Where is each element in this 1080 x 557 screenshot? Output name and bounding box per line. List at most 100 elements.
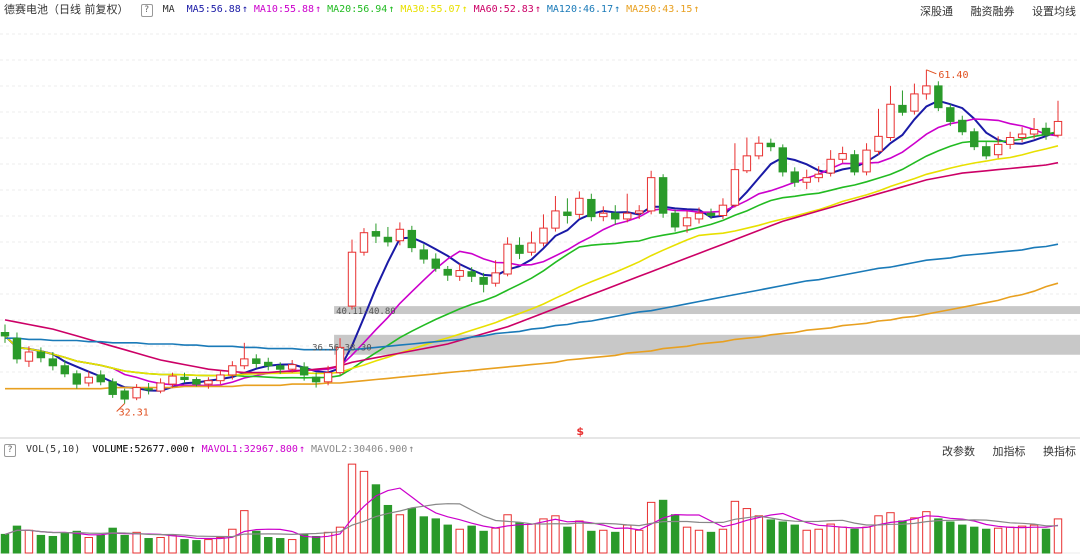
volume-bar [120, 534, 129, 554]
volume-buttons: 改参数 加指标 换指标 [928, 443, 1076, 459]
candle-body [431, 258, 440, 269]
candle-body [407, 229, 417, 249]
candle [335, 338, 345, 375]
help-icon[interactable]: ? [140, 4, 153, 17]
candle-body [515, 244, 524, 254]
candle [754, 136, 764, 160]
ma-item-6: MA250:43.15↑ [626, 1, 699, 19]
volume-bar [694, 529, 704, 554]
volume-bar [287, 539, 297, 554]
volume-bar [276, 538, 285, 554]
add-indicator-button[interactable]: 加指标 [992, 445, 1026, 458]
change-params-button[interactable]: 改参数 [942, 445, 975, 458]
candle [922, 69, 931, 100]
volume-bar [407, 508, 417, 554]
candle-body [754, 142, 764, 157]
candle [144, 382, 153, 395]
volume-bar [455, 528, 464, 554]
candle [216, 370, 225, 385]
candle-body [874, 135, 883, 152]
volume-bar [575, 520, 584, 554]
volume-bar [383, 504, 393, 554]
candle [228, 361, 237, 380]
volume-bar [539, 518, 548, 554]
volume-bar [934, 518, 943, 554]
candle [479, 272, 488, 293]
volume-items: VOLUME:52677.000↑ MAVOL1:32967.800↑ MAVOL2… [92, 441, 420, 459]
vol-item-arrow-icon: ↑ [189, 444, 196, 455]
volume-help-icon[interactable]: ? [4, 444, 16, 457]
volume-bar [36, 534, 46, 554]
candle-body [156, 382, 165, 392]
volume-bar [132, 531, 141, 554]
volume-bar [946, 521, 955, 554]
volume-bar [826, 523, 835, 554]
ma-item-arrow-icon: ↑ [241, 4, 248, 15]
candle-body [311, 376, 321, 383]
candle [108, 378, 117, 398]
event-marker: $ [576, 425, 584, 438]
ma-item-label: MA20:56.94 [327, 4, 388, 15]
grid-lines [0, 33, 1080, 554]
set-ma-button[interactable]: 设置均线 [1032, 5, 1076, 18]
candle [240, 342, 249, 370]
candle [347, 239, 357, 310]
vol-item-1: MAVOL1:32967.800↑ [202, 441, 305, 459]
ma250-line [5, 282, 1059, 390]
candle [60, 360, 70, 378]
candle [587, 193, 596, 222]
ma-items: MA5:56.88↑ MA10:55.88↑ MA20:56.94↑ MA30:55.… [187, 1, 706, 19]
candle-body [395, 228, 405, 242]
volume-bar [910, 517, 919, 554]
volume-bar [970, 526, 979, 554]
candle-body [228, 365, 237, 376]
candle [886, 85, 895, 141]
candle [311, 372, 321, 388]
gap-zone [334, 334, 1080, 355]
ma-item-arrow-icon: ↑ [388, 4, 395, 15]
candle-body [1029, 128, 1039, 135]
hk-connect-button[interactable]: 深股通 [920, 5, 953, 18]
candle-body [946, 107, 955, 122]
ma-item-0: MA5:56.88↑ [187, 1, 248, 19]
candle [850, 150, 859, 176]
vol-item-2: MAVOL2:30406.900↑ [311, 441, 414, 459]
volume-bar [670, 514, 680, 554]
volume-bar [216, 537, 225, 554]
candle-body [575, 197, 584, 215]
ma-item-2: MA20:56.94↑ [327, 1, 394, 19]
vol-item-label: VOLUME:52677.000 [92, 444, 189, 455]
candle-body [323, 372, 333, 383]
ma-item-label: MA120:46.17 [546, 4, 614, 15]
candle-body [682, 217, 692, 227]
volume-bar [981, 528, 991, 554]
candle [790, 167, 799, 187]
candle [646, 170, 656, 215]
ma-item-arrow-icon: ↑ [534, 4, 541, 15]
volume-bar [623, 524, 632, 554]
volume-ma-lines [4, 487, 1059, 540]
ma-item-arrow-icon: ↑ [693, 4, 700, 15]
margin-trading-button[interactable]: 融资融券 [970, 5, 1015, 18]
candle [898, 90, 907, 116]
volume-bar [431, 518, 440, 554]
switch-indicator-button[interactable]: 换指标 [1043, 445, 1076, 458]
candle [742, 137, 752, 174]
candle [993, 136, 1003, 159]
candle [934, 81, 943, 112]
candle-body [826, 158, 835, 174]
candle [264, 357, 273, 371]
candle [96, 370, 105, 386]
volume-bar [718, 528, 728, 554]
volume-bar [84, 537, 93, 554]
candle [802, 169, 811, 190]
volume-bar [922, 511, 931, 554]
candle [658, 174, 668, 218]
volume-bar [299, 533, 309, 554]
volume-bar [1017, 525, 1027, 554]
ma-item-label: MA10:55.88 [253, 4, 315, 15]
volume-bar [682, 526, 692, 554]
candle-body [778, 147, 787, 173]
